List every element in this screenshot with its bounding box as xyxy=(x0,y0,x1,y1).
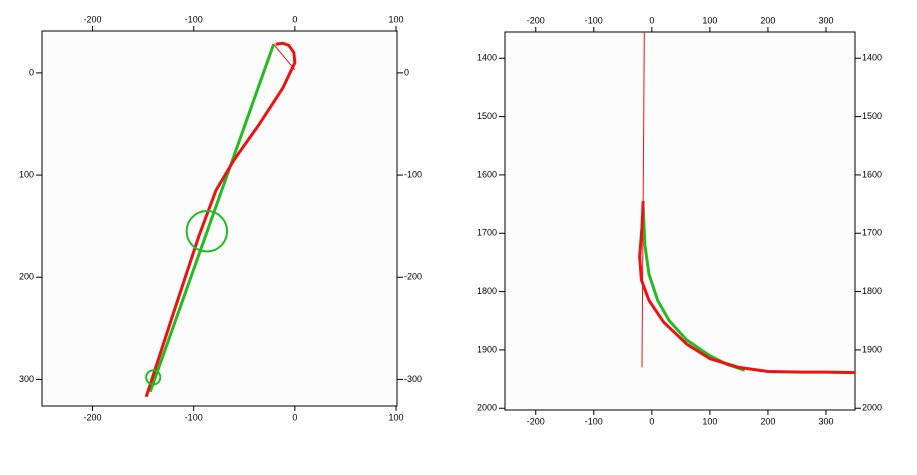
well-path xyxy=(638,201,856,375)
y-tick-label: 200 xyxy=(19,272,34,282)
y2-tick-label: -100 xyxy=(404,169,422,179)
y2-tick-label: -200 xyxy=(404,272,422,282)
x-tick-label: 0 xyxy=(649,15,654,25)
y2-tick-label: 1900 xyxy=(862,344,882,354)
y-tick-label: 1600 xyxy=(477,169,497,179)
x-tick-label: -100 xyxy=(585,416,603,426)
y2-tick-label: 1400 xyxy=(862,53,882,63)
x-tick-label: -200 xyxy=(527,15,545,25)
well-path xyxy=(144,41,297,398)
y2-tick-label: 2000 xyxy=(862,403,882,413)
y-tick-label: 100 xyxy=(19,169,34,179)
plot-area xyxy=(504,31,856,411)
plot-area xyxy=(41,30,398,407)
y-tick-label: 1900 xyxy=(477,344,497,354)
x-tick-label: 200 xyxy=(760,15,775,25)
y-tick-label: 300 xyxy=(19,374,34,384)
y2-tick-label: 1600 xyxy=(862,169,882,179)
y2-tick-label: 0 xyxy=(404,67,409,77)
y-tick-label: 1400 xyxy=(477,53,497,63)
x-tick-label: -200 xyxy=(527,416,545,426)
x-tick-label: -100 xyxy=(185,412,203,422)
y-tick-label: 1800 xyxy=(477,286,497,296)
y2-tick-label: -300 xyxy=(404,374,422,384)
y-tick-label: 1700 xyxy=(477,228,497,238)
x-tick-label: 0 xyxy=(649,416,654,426)
x-tick-label: 0 xyxy=(292,412,297,422)
x-tick-label: 100 xyxy=(388,412,403,422)
x-tick-label: -200 xyxy=(84,412,102,422)
x-tick-label: 200 xyxy=(760,416,775,426)
x-tick-label: 100 xyxy=(702,416,717,426)
x-tick-label: 100 xyxy=(388,14,403,24)
x-tick-label: 100 xyxy=(702,15,717,25)
y2-tick-label: 1700 xyxy=(862,228,882,238)
well-path xyxy=(273,43,296,71)
x-tick-label: -200 xyxy=(84,14,102,24)
x-tick-label: 300 xyxy=(818,416,833,426)
x-tick-label: 300 xyxy=(818,15,833,25)
x-tick-label: 0 xyxy=(292,14,297,24)
y-tick-label: 0 xyxy=(29,67,34,77)
x-tick-label: -100 xyxy=(585,15,603,25)
target-circle xyxy=(185,210,229,253)
y2-tick-label: 1800 xyxy=(862,286,882,296)
y2-tick-label: 1500 xyxy=(862,111,882,121)
y-tick-label: 1500 xyxy=(477,111,497,121)
x-tick-label: -100 xyxy=(185,14,203,24)
target-circle xyxy=(145,369,162,386)
well-path xyxy=(148,43,276,393)
y-tick-label: 2000 xyxy=(477,403,497,413)
